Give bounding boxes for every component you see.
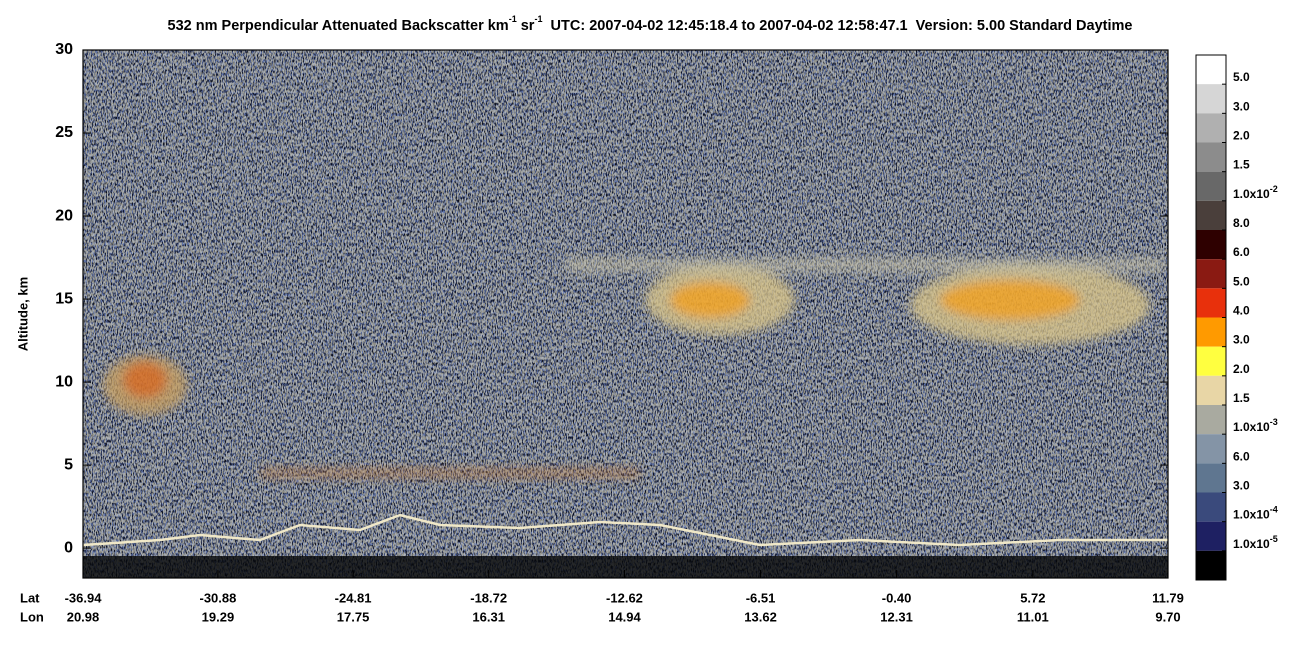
colorbar-label: 5.0: [1233, 275, 1250, 289]
colorbar-label-exp: -4: [1270, 505, 1278, 515]
colorbar-label: 1.5: [1233, 158, 1250, 172]
colorbar-label: 5.0: [1233, 70, 1250, 84]
colorbar-label-text: 6.0: [1233, 245, 1250, 259]
title-sup: -1: [509, 14, 517, 24]
colorbar-label-text: 1.0x10: [1233, 508, 1270, 522]
colorbar-swatch: [1196, 463, 1226, 493]
colorbar-label-text: 1.0x10: [1233, 537, 1270, 551]
colorbar-label-text: 5.0: [1233, 275, 1250, 289]
x2-tick-label: 9.70: [1155, 609, 1180, 624]
colorbar-label: 1.0x10-2: [1233, 184, 1278, 201]
colorbar-swatch: [1196, 317, 1226, 347]
colorbar-label: 2.0: [1233, 362, 1250, 376]
y-tick-label: 0: [64, 539, 73, 556]
colorbar-label-text: 2.0: [1233, 129, 1250, 143]
x-tick-label: 5.72: [1020, 590, 1045, 605]
backscatter-image: [83, 50, 1168, 578]
x-tick-label: -6.51: [746, 590, 776, 605]
colorbar-label-text: 3.0: [1233, 100, 1250, 114]
y-tick-label: 20: [55, 207, 73, 224]
x-tick-label: -0.40: [882, 590, 912, 605]
colorbar-swatch: [1196, 55, 1226, 85]
colorbar-label-text: 4.0: [1233, 304, 1250, 318]
colorbar-label: 4.0: [1233, 304, 1250, 318]
colorbar-label-text: 5.0: [1233, 70, 1250, 84]
y-tick-label: 15: [55, 290, 73, 307]
x2-tick-label: 14.94: [608, 609, 641, 624]
chart-title: 532 nm Perpendicular Attenuated Backscat…: [168, 14, 1133, 33]
x-tick-label: -30.88: [199, 590, 236, 605]
colorbar-swatch: [1196, 259, 1226, 289]
colorbar-label-text: 1.5: [1233, 391, 1250, 405]
y-tick-label: 5: [64, 456, 73, 473]
colorbar-swatch: [1196, 521, 1226, 551]
colorbar-swatch: [1196, 142, 1226, 172]
y-tick-label: 10: [55, 373, 73, 390]
x-tick-label: -36.94: [65, 590, 103, 605]
x-row-label: Lat: [20, 590, 40, 605]
colorbar-label: 2.0: [1233, 129, 1250, 143]
colorbar-swatch: [1196, 84, 1226, 114]
colorbar-label-text: 1.0x10: [1233, 187, 1270, 201]
colorbar-label-text: 3.0: [1233, 479, 1250, 493]
cloud-layer: [103, 258, 1165, 478]
colorbar-label: 3.0: [1233, 333, 1250, 347]
x2-tick-label: 11.01: [1017, 609, 1049, 624]
x2-tick-label: 17.75: [337, 609, 370, 624]
colorbar-swatch: [1196, 230, 1226, 260]
title-text: UTC: 2007-04-02 12:45:18.4 to 2007-04-02…: [542, 18, 1132, 34]
x-tick-label: 11.79: [1152, 590, 1184, 605]
x2-tick-label: 16.31: [472, 609, 505, 624]
colorbar-swatch: [1196, 288, 1226, 318]
x2-tick-label: 19.29: [202, 609, 235, 624]
colorbar-swatch: [1196, 171, 1226, 201]
y-tick-label: 30: [55, 41, 73, 58]
x-tick-label: -24.81: [335, 590, 372, 605]
colorbar-label-text: 1.5: [1233, 158, 1250, 172]
colorbar-label: 6.0: [1233, 450, 1250, 464]
x-row-label: Lon: [20, 609, 44, 624]
colorbar-label: 3.0: [1233, 479, 1250, 493]
colorbar-swatch: [1196, 375, 1226, 405]
colorbar-label-text: 2.0: [1233, 362, 1250, 376]
x2-tick-label: 12.31: [880, 609, 913, 624]
colorbar-swatch: [1196, 405, 1226, 435]
y-tick-label: 25: [55, 124, 73, 141]
plot-frame: [82, 49, 1169, 579]
title-sup: -1: [534, 14, 542, 24]
colorbar-label-text: 1.0x10: [1233, 420, 1270, 434]
colorbar-label-exp: -5: [1270, 534, 1278, 544]
colorbar-label-exp: -2: [1270, 184, 1278, 194]
surface-return: [83, 513, 1168, 547]
colorbar-label-text: 3.0: [1233, 333, 1250, 347]
colorbar-label: 6.0: [1233, 245, 1250, 259]
title-text: 532 nm Perpendicular Attenuated Backscat…: [168, 18, 509, 34]
colorbar-label: 1.5: [1233, 391, 1250, 405]
colorbar-swatch: [1196, 492, 1226, 522]
subsurface: [83, 556, 1168, 578]
colorbar-label: 1.0x10-3: [1233, 418, 1278, 435]
colorbar-label: 1.0x10-4: [1233, 505, 1278, 522]
colorbar-label: 3.0: [1233, 100, 1250, 114]
y-axis-label: Altitude, km: [15, 277, 30, 351]
x-tick-label: -18.72: [470, 590, 507, 605]
colorbar-swatch: [1196, 113, 1226, 143]
colorbar-label: 8.0: [1233, 216, 1250, 230]
colorbar-swatch: [1196, 346, 1226, 376]
colorbar-label-exp: -3: [1270, 418, 1278, 428]
colorbar-swatch: [1196, 550, 1226, 580]
title-text: sr: [517, 18, 535, 34]
colorbar-swatch: [1196, 200, 1226, 230]
x2-tick-label: 20.98: [67, 609, 100, 624]
colorbar-label-text: 6.0: [1233, 450, 1250, 464]
colorbar-label-text: 8.0: [1233, 216, 1250, 230]
colorbar-swatch: [1196, 434, 1226, 464]
x-tick-label: -12.62: [606, 590, 643, 605]
colorbar-label: 1.0x10-5: [1233, 534, 1278, 551]
x2-tick-label: 13.62: [744, 609, 777, 624]
